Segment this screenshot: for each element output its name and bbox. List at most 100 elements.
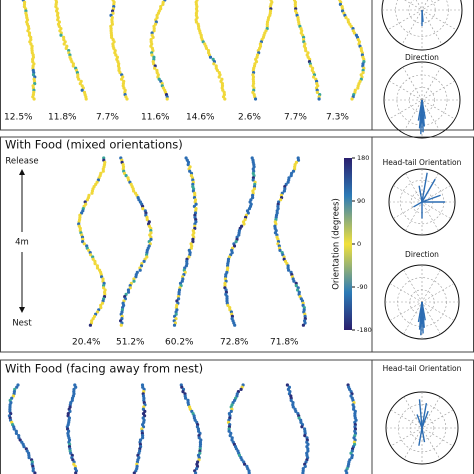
trajectory-point	[289, 398, 293, 402]
trajectory-point	[338, 2, 342, 6]
polar-title: Direction	[405, 53, 439, 62]
trajectory-point	[14, 431, 18, 435]
trajectory-point	[174, 317, 178, 321]
trajectory-point	[95, 310, 100, 314]
trajectory-point	[114, 53, 118, 57]
trajectory-point	[78, 226, 82, 230]
trajectory-point	[229, 409, 233, 413]
polar-arrow	[418, 399, 423, 429]
polar-ring	[395, 0, 449, 37]
trajectory-point	[69, 451, 73, 455]
trajectory-point	[186, 163, 190, 167]
trajectory-point	[172, 323, 177, 327]
trajectory-point	[286, 180, 290, 184]
trajectory-point	[88, 323, 92, 327]
trajectory-point	[242, 222, 246, 226]
trajectory-point	[56, 18, 60, 22]
trajectory-point	[84, 97, 88, 101]
trajectory-point	[360, 51, 364, 55]
trajectory-point	[237, 233, 241, 237]
trajectory-point	[227, 427, 231, 431]
trajectory-point	[353, 412, 357, 416]
trajectory-point	[152, 62, 156, 66]
percentage: 14.6%	[186, 113, 215, 123]
trajectory-point	[68, 409, 72, 413]
trajectory-point	[194, 202, 198, 206]
trajectory-point	[64, 46, 68, 51]
trajectory-point	[188, 169, 192, 173]
trajectory-point	[232, 244, 237, 248]
length-label: 4m	[15, 238, 29, 248]
trajectory-point	[31, 469, 35, 473]
polar-arrow	[421, 9, 424, 23]
trajectory-point	[194, 20, 198, 24]
trajectory-point	[312, 75, 316, 79]
trajectory-point	[78, 213, 82, 217]
trajectory-point	[124, 174, 128, 178]
trajectory-point	[303, 464, 307, 468]
trajectory-point	[132, 471, 136, 474]
trajectory-point	[189, 246, 193, 250]
trajectory-point	[82, 242, 86, 246]
polar-arrow	[421, 99, 426, 119]
trajectory-point	[128, 286, 132, 290]
polar-arrow	[418, 185, 423, 203]
trajectory-point	[80, 88, 84, 92]
trajectory-point	[285, 383, 289, 387]
polar-title: Head-tail Orientation	[383, 158, 462, 167]
trajectory-point	[77, 77, 81, 81]
trajectory-point	[33, 471, 37, 474]
trajectory-point	[78, 82, 82, 86]
trajectory-point	[153, 66, 157, 70]
percentage: 7.3%	[326, 113, 349, 123]
trajectory-point	[184, 264, 188, 268]
trajectory-point	[294, 284, 298, 288]
percentage: 2.6%	[238, 113, 261, 123]
trajectory-point	[122, 171, 127, 175]
percentage: 72.8%	[220, 338, 249, 348]
trajectory-point	[204, 46, 209, 51]
trajectory-point	[90, 191, 94, 195]
trajectory-point	[195, 467, 199, 471]
trajectory-point	[192, 204, 196, 208]
trajectory-point	[99, 306, 103, 310]
trajectory-point	[93, 262, 97, 266]
trajectory-point	[254, 60, 259, 64]
trajectory-point	[294, 409, 298, 413]
trajectory-point	[225, 295, 229, 299]
trajectory-point	[141, 207, 145, 211]
trajectory-point	[223, 97, 227, 101]
trajectory-point	[109, 27, 113, 31]
trajectory-point	[149, 237, 153, 241]
trajectory-point	[301, 323, 305, 327]
polar-arrow	[416, 414, 423, 429]
trajectory-point	[184, 396, 188, 400]
trajectory-point	[141, 434, 145, 438]
polar-arrow	[413, 201, 423, 208]
trajectory-point	[286, 264, 290, 268]
trajectory-point	[159, 5, 163, 9]
trajectory-point	[289, 396, 293, 400]
trajectory-point	[152, 29, 156, 33]
polar-ring	[409, 87, 435, 113]
trajectory-point	[247, 207, 252, 211]
trajectory-point	[138, 268, 142, 272]
trajectory-point	[12, 427, 16, 431]
trajectory-point	[76, 73, 80, 77]
trajectory-point	[297, 416, 301, 420]
trajectory-point	[275, 209, 279, 213]
trajectory-point	[191, 240, 195, 244]
polar-arrow	[418, 427, 423, 446]
trajectory-point	[345, 471, 349, 474]
trajectory-point	[85, 198, 89, 202]
trajectory-point	[217, 75, 221, 79]
trajectory-point	[181, 390, 185, 394]
trajectory-point	[15, 385, 19, 389]
polar-ring	[397, 403, 447, 453]
polar-title: Direction	[405, 250, 439, 259]
trajectory-point	[111, 11, 115, 15]
trajectory-point	[11, 394, 15, 398]
trajectory-point	[352, 31, 356, 35]
trajectory-point	[303, 434, 307, 438]
